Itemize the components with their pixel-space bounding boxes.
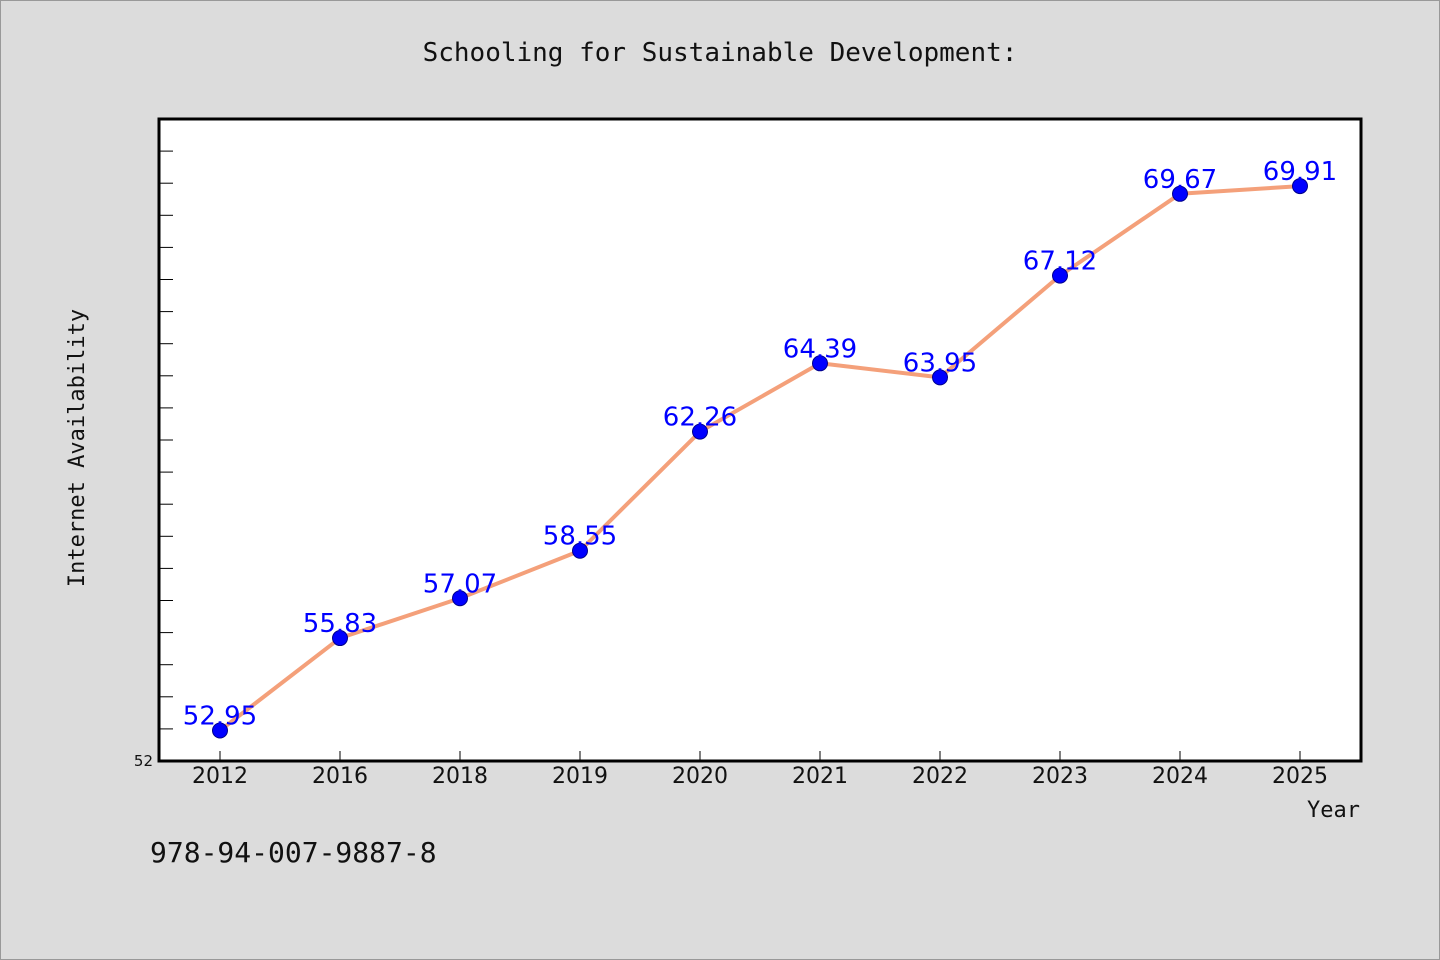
x-tick-label: 2021: [792, 764, 848, 789]
data-point: [1052, 267, 1068, 284]
data-point: [932, 369, 948, 386]
data-point: [572, 542, 588, 559]
x-tick-label: 2016: [312, 764, 368, 789]
x-tick-label: 2019: [552, 764, 608, 789]
data-point: [212, 722, 228, 739]
x-tick-label: 2018: [432, 764, 488, 789]
data-label: 55.83: [303, 609, 377, 639]
x-axis-tick-labels: 2012 2016 2018 2019 2020 2021 2022 2023 2024 2025: [192, 764, 1328, 789]
data-label: 63.95: [903, 348, 977, 378]
data-label: 62.26: [663, 403, 737, 433]
y-axis-label: Internet Availability: [65, 309, 90, 587]
data-point: [452, 590, 468, 607]
data-point: [1292, 178, 1308, 195]
x-tick-label: 2024: [1152, 764, 1208, 789]
x-tick-label: 2022: [912, 764, 968, 789]
data-point: [332, 630, 348, 647]
chart-title: Schooling for Sustainable Development:: [423, 38, 1018, 68]
y-axis-ticks: [159, 150, 173, 730]
data-label: 69.67: [1143, 165, 1217, 195]
series-line: [218, 184, 1302, 733]
x-tick-label: 2025: [1272, 764, 1328, 789]
x-tick-label: 2012: [192, 764, 248, 789]
data-point: [812, 355, 828, 372]
data-label: 57.07: [423, 569, 497, 599]
series-markers: [212, 178, 1308, 739]
x-tick-label: 2023: [1032, 764, 1088, 789]
isbn-text: 978-94-007-9887-8: [150, 836, 437, 869]
data-point: [692, 423, 708, 440]
data-label: 67.12: [1023, 247, 1097, 277]
data-label: 58.55: [543, 522, 617, 552]
x-axis-label: Year: [1307, 798, 1360, 823]
data-labels: 52.95 55.83 57.07 58.55 62.26 64.39 63.95 67.12…: [183, 157, 1337, 731]
x-axis-ticks: [219, 751, 1301, 761]
data-label: 52.95: [183, 702, 257, 732]
data-label: 69.91: [1263, 157, 1337, 187]
y-tick-label: 52: [134, 752, 153, 770]
data-point: [1172, 185, 1188, 202]
plot-area: [157, 117, 1363, 763]
x-tick-label: 2020: [672, 764, 728, 789]
data-label: 64.39: [783, 334, 857, 364]
